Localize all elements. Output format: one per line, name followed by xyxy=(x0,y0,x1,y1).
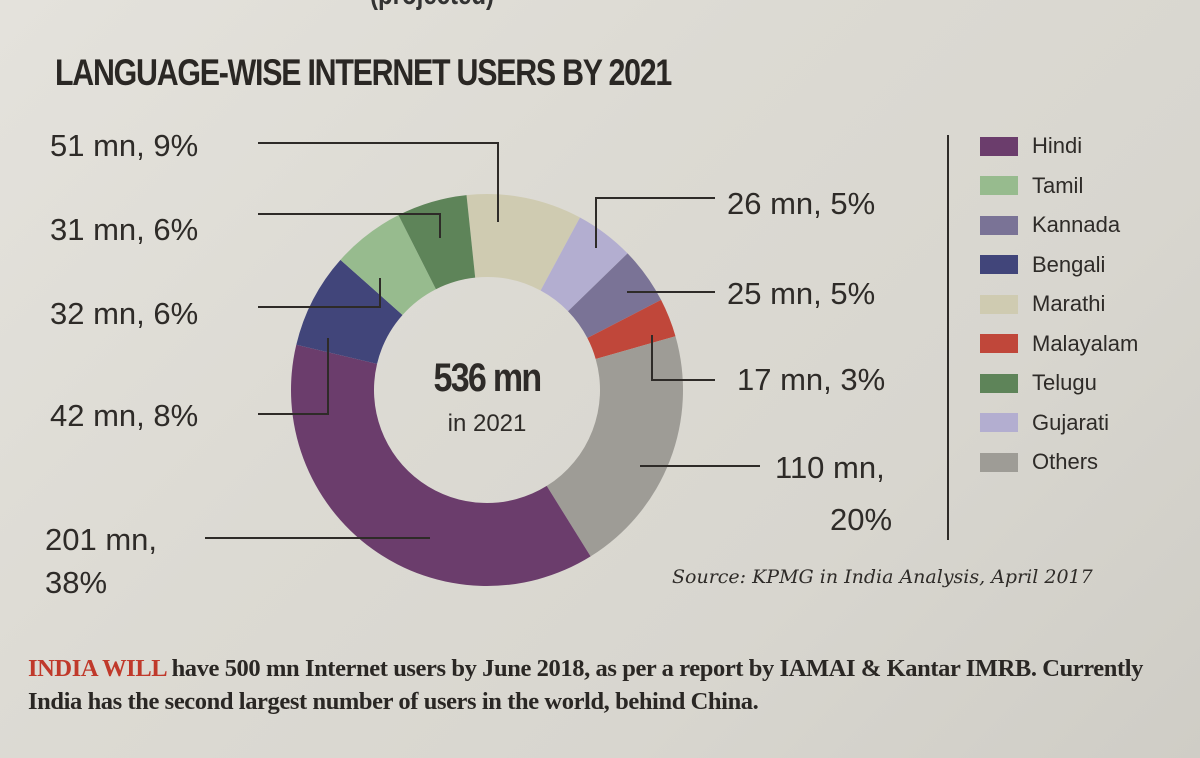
legend-swatch xyxy=(980,413,1018,432)
source-note: Source: KPMG in India Analysis, April 20… xyxy=(672,566,1093,588)
legend-label: Others xyxy=(1032,449,1099,474)
data-label-tamil: 32 mn, 6% xyxy=(50,296,199,331)
legend-label: Telugu xyxy=(1032,370,1097,395)
data-label-kannada: 25 mn, 5% xyxy=(727,276,876,311)
slice-others xyxy=(546,336,683,557)
cut-off-header-text: (projected) xyxy=(370,0,494,12)
legend-swatch xyxy=(980,215,1018,235)
leader-line-tamil xyxy=(258,278,381,308)
legend-swatch xyxy=(980,452,1018,472)
slice-gujarati xyxy=(540,217,628,312)
footnote: INDIA WILL have 500 mn Internet users by… xyxy=(28,652,1188,718)
legend-item-gujarati: Gujarati xyxy=(980,409,1109,437)
legend-swatch xyxy=(980,373,1018,393)
leader-lines xyxy=(205,142,760,539)
legend-swatch xyxy=(980,176,1018,195)
slice-malayalam xyxy=(587,299,676,359)
data-label-marathi: 51 mn, 9% xyxy=(50,128,199,163)
legend-label: Bengali xyxy=(1032,251,1106,277)
leader-line-bengali xyxy=(258,338,329,415)
legend-item-marathi: Marathi xyxy=(980,290,1105,318)
slice-tamil xyxy=(340,215,436,315)
legend-swatch xyxy=(980,334,1018,353)
leader-line-gujarati xyxy=(595,197,715,248)
legend-item-others: Others xyxy=(980,448,1098,476)
slice-hindi xyxy=(290,344,591,586)
legend-swatch xyxy=(980,294,1018,314)
legend-label: Malayalam xyxy=(1032,330,1139,356)
data-label-others-value: 110 mn, xyxy=(775,450,885,485)
leader-line-malayalam xyxy=(651,335,715,381)
legend-label: Tamil xyxy=(1032,172,1084,198)
leader-line-marathi xyxy=(258,142,499,222)
legend-label: Kannada xyxy=(1032,212,1121,237)
legend-item-hindi: Hindi xyxy=(980,132,1082,160)
legend-swatch xyxy=(980,255,1018,274)
legend-item-kannada: Kannada xyxy=(980,211,1120,239)
footnote-lead: INDIA WILL xyxy=(28,655,166,682)
legend-item-telugu: Telugu xyxy=(980,369,1097,397)
data-label-telugu: 31 mn, 6% xyxy=(50,212,199,247)
chart-title: LANGUAGE-WISE INTERNET USERS BY 2021 xyxy=(55,52,672,93)
legend-item-tamil: Tamil xyxy=(980,172,1083,200)
legend-label: Hindi xyxy=(1032,133,1083,158)
total-value: 536 mn xyxy=(433,356,543,400)
footnote-text: have 500 mn Internet users by June 2018,… xyxy=(28,655,1144,715)
data-label-bengali: 42 mn, 8% xyxy=(50,398,199,433)
slice-bengali xyxy=(296,259,403,364)
data-label-hindi-pct: 38% xyxy=(45,565,108,600)
slice-telugu xyxy=(398,195,476,290)
legend-item-malayalam: Malayalam xyxy=(980,330,1138,358)
total-year: in 2021 xyxy=(447,410,527,437)
legend-label: Gujarati xyxy=(1032,409,1110,435)
legend-swatch xyxy=(980,136,1018,156)
legend-label: Marathi xyxy=(1032,291,1106,316)
data-label-others-pct: 20% xyxy=(830,502,893,537)
data-label-hindi-value: 201 mn, xyxy=(45,522,158,557)
data-label-gujarati: 26 mn, 5% xyxy=(727,186,876,221)
slice-marathi xyxy=(466,194,580,291)
slice-kannada xyxy=(568,253,662,339)
data-label-malayalam: 17 mn, 3% xyxy=(737,362,886,397)
legend-item-bengali: Bengali xyxy=(980,251,1105,279)
leader-line-telugu xyxy=(258,213,441,238)
